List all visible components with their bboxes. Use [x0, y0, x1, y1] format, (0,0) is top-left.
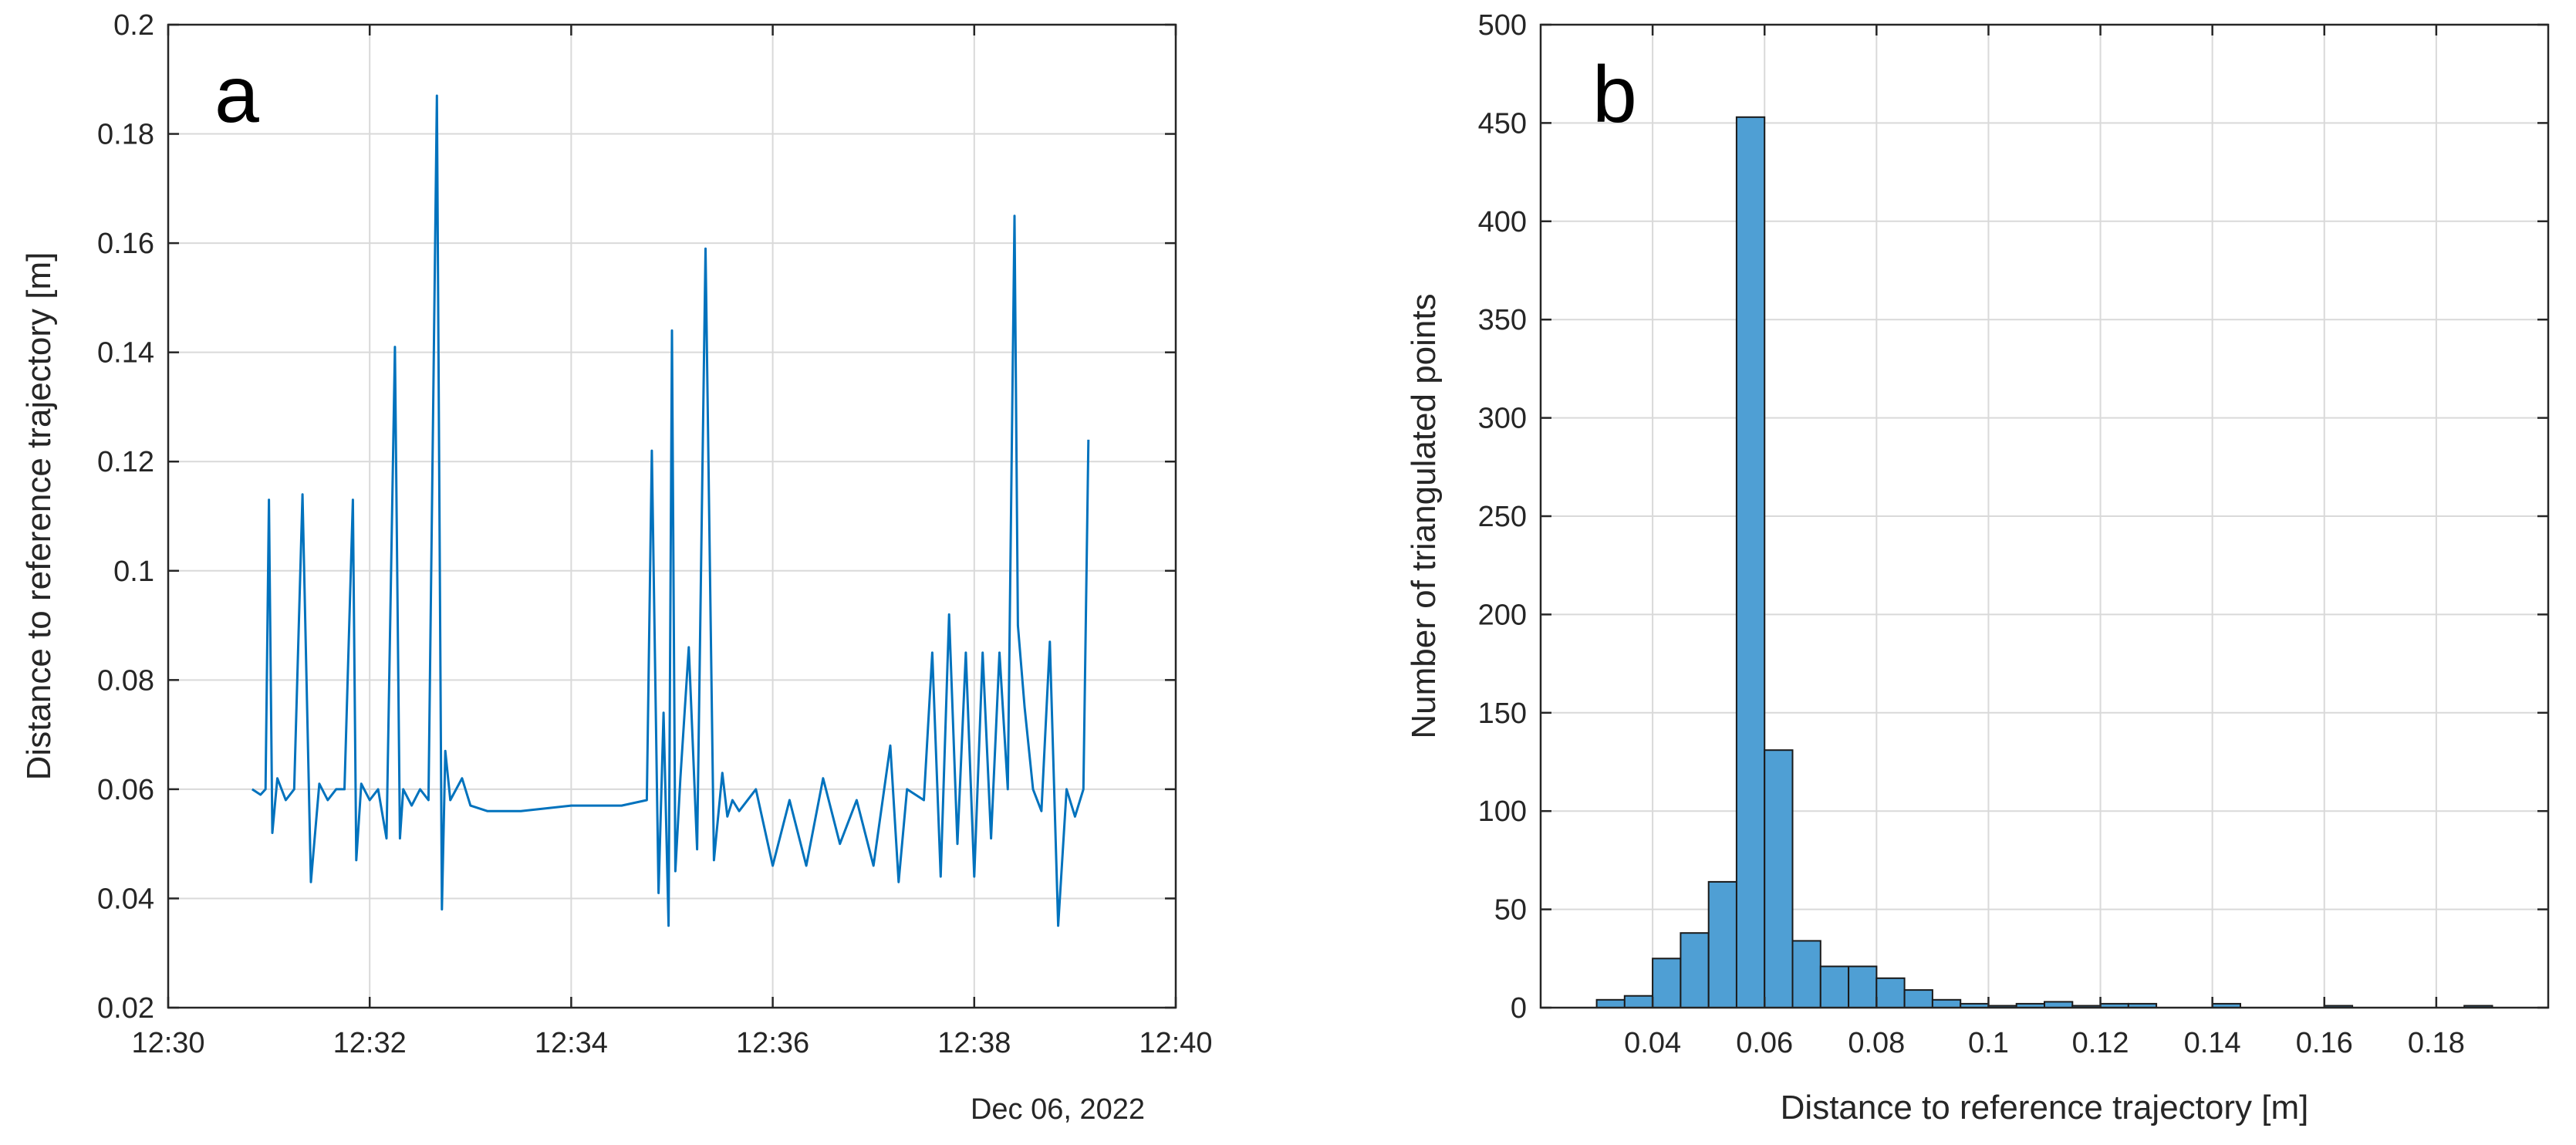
histogram-bar [1875, 977, 1906, 1009]
panel-b-x-tick-label: 0.08 [1848, 1027, 1905, 1059]
panel-b-ticks: 0.04 0.06 0.08 0.1 0.12 0.14 0.16 0.18 0 50 100 150… [1478, 9, 2548, 1059]
histogram-bar [1595, 998, 1626, 1009]
histogram-bar [1931, 998, 1962, 1009]
panel-a-x-tick-label: 12:40 [1139, 1027, 1212, 1059]
panel-a-y-tick-label: 0.2 [113, 9, 154, 42]
panel-a-x-tick-label: 12:32 [333, 1027, 407, 1059]
panel-b-y-tick-label: 250 [1478, 501, 1527, 533]
panel-a-y-tick-label: 0.1 [113, 556, 154, 588]
panel-b-y-tick-label: 500 [1478, 9, 1527, 42]
panel-a-x-tick-label: 12:30 [131, 1027, 204, 1059]
panel-a-y-tick-label: 0.04 [97, 883, 154, 915]
panel-a-time-series: 12:30 12:32 12:34 12:36 12:38 12:40 0.02 0.04 0.… [20, 9, 1213, 1126]
distance-time-series-line [251, 94, 1090, 927]
panel-b-y-tick-label: 200 [1478, 599, 1527, 631]
panel-b-y-tick-label: 350 [1478, 304, 1527, 336]
panel-a-y-tick-label: 0.14 [97, 337, 154, 370]
panel-a-x-tick-label: 12:38 [937, 1027, 1011, 1059]
histogram-bar [1791, 940, 1821, 1009]
panel-a-y-tick-label: 0.16 [97, 228, 154, 260]
panel-b-y-tick-label: 450 [1478, 107, 1527, 140]
panel-b-y-tick-label: 0 [1511, 992, 1527, 1025]
panel-b-letter: b [1592, 50, 1637, 140]
panel-a-y-tick-label: 0.08 [97, 664, 154, 697]
panel-a-y-tick-label: 0.06 [97, 774, 154, 806]
panel-a-y-tick-label: 0.12 [97, 446, 154, 478]
histogram-bar [1680, 932, 1710, 1008]
histogram-bar [1735, 116, 1766, 1008]
panel-a-x-tick-label: 12:34 [535, 1027, 608, 1059]
panel-a-ticks: 12:30 12:32 12:34 12:36 12:38 12:40 0.02 0.04 0.… [97, 9, 1213, 1059]
histogram-bar [1819, 965, 1850, 1008]
panel-a-x-tick-label: 12:36 [736, 1027, 809, 1059]
panel-a-date-label: Dec 06, 2022 [971, 1093, 1145, 1126]
panel-a-y-tick-label: 0.18 [97, 119, 154, 151]
panel-b-x-tick-label: 0.14 [2184, 1027, 2241, 1059]
panel-b-y-tick-label: 400 [1478, 206, 1527, 238]
histogram-bar [1903, 989, 1933, 1008]
histogram-bar [1764, 749, 1794, 1008]
panel-b-x-tick-label: 0.06 [1736, 1027, 1793, 1059]
panel-b-histogram: 0.04 0.06 0.08 0.1 0.12 0.14 0.16 0.18 0 50 100 150… [1405, 9, 2550, 1126]
panel-b-y-tick-label: 50 [1494, 894, 1527, 927]
panel-b-x-tick-label: 0.1 [1968, 1027, 2009, 1059]
panel-b-y-tick-label: 100 [1478, 795, 1527, 828]
panel-b-y-tick-label: 300 [1478, 403, 1527, 435]
histogram-bar [1848, 965, 1878, 1008]
panel-b-x-tick-label: 0.04 [1624, 1027, 1681, 1059]
panel-a-y-axis-title: Distance to reference trajectory [m] [20, 252, 58, 781]
histogram-bar [1707, 880, 1737, 1009]
panel-b-x-tick-label: 0.18 [2408, 1027, 2465, 1059]
panel-b-y-axis-title: Number of triangulated points [1405, 293, 1443, 738]
histogram-bar [1623, 995, 1654, 1008]
panel-b-x-axis-title: Distance to reference trajectory [m] [1781, 1089, 2309, 1126]
panel-a-axes-frame [167, 23, 1177, 1009]
panel-b-y-tick-label: 150 [1478, 697, 1527, 730]
panel-a-y-tick-label: 0.02 [97, 992, 154, 1025]
panel-b-x-tick-label: 0.16 [2296, 1027, 2353, 1059]
histogram-bar [1652, 958, 1682, 1009]
panel-a-letter: a [214, 50, 259, 140]
panel-b-x-tick-label: 0.12 [2072, 1027, 2129, 1059]
